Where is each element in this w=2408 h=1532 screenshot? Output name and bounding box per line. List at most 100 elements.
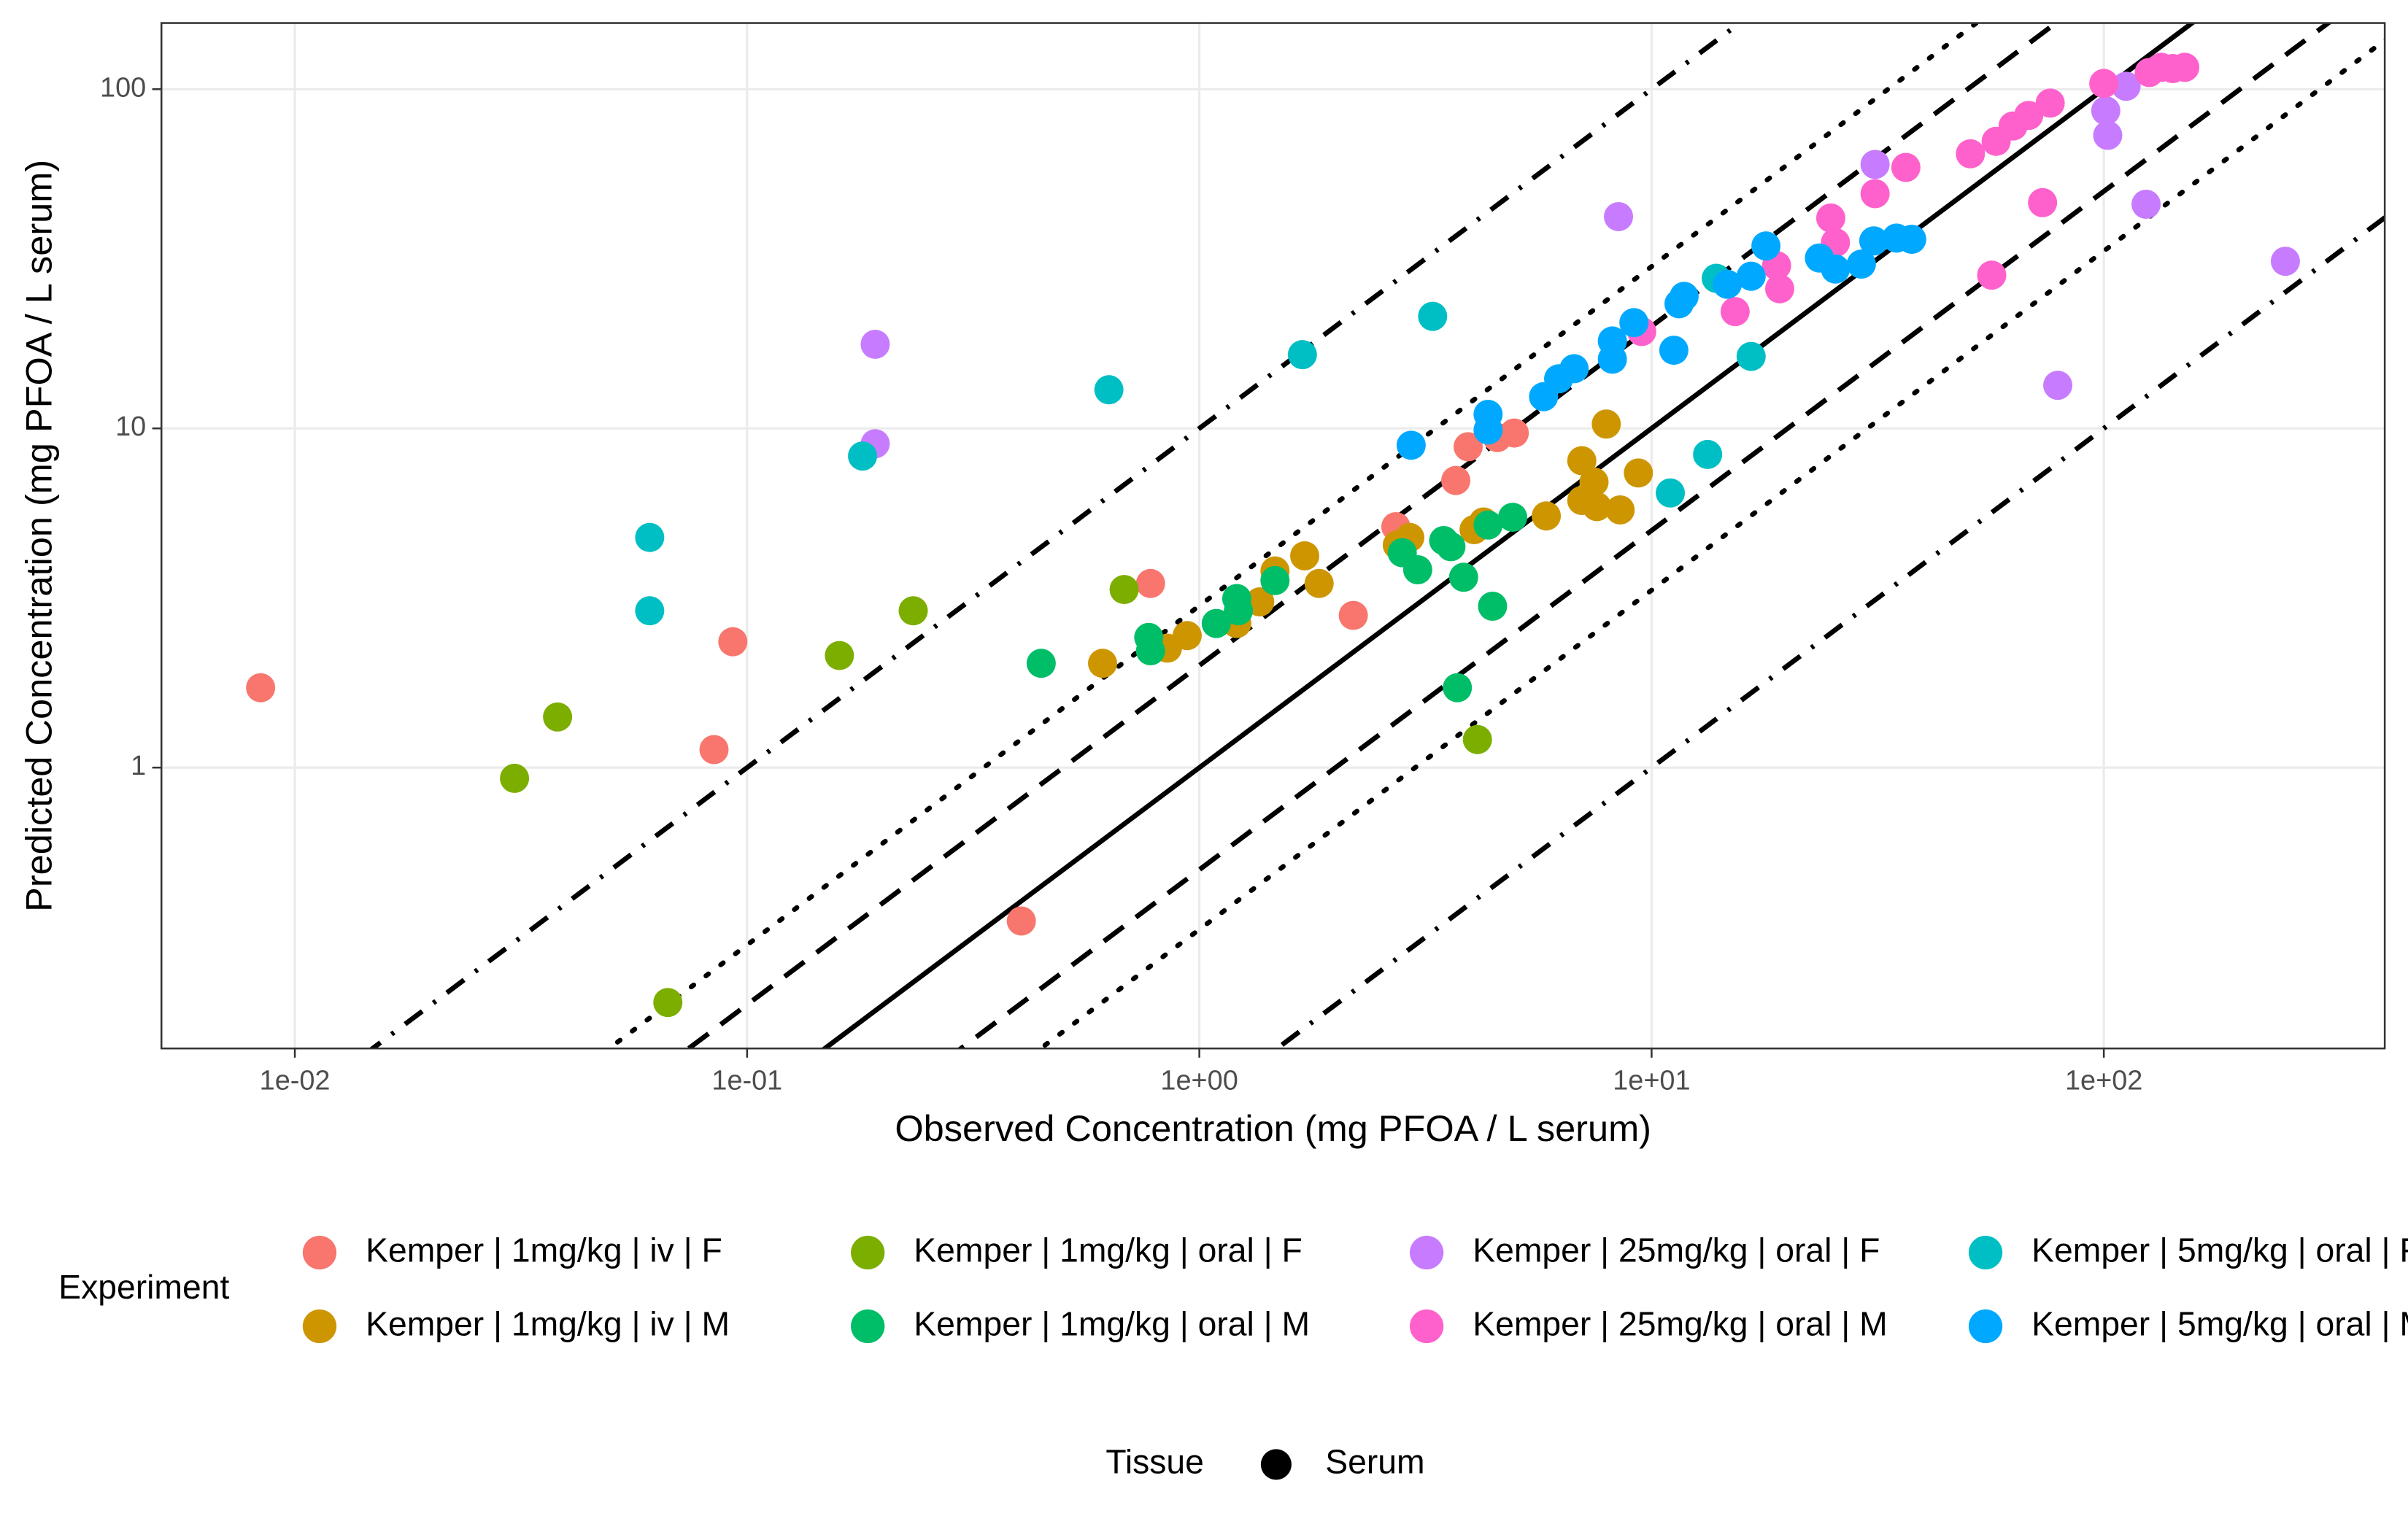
legend-key [851,1235,885,1270]
point [860,329,890,359]
point [1624,458,1653,488]
point [1659,336,1689,365]
legend-key [1409,1235,1444,1270]
point [1591,409,1621,439]
point [898,596,928,626]
point [848,441,878,471]
legend-label: Kemper | 1mg/kg | iv | F [366,1231,722,1269]
legend-key [1409,1309,1444,1344]
point [500,763,530,793]
legend-key [851,1309,885,1344]
point [1597,344,1627,374]
point [1821,254,1851,284]
point [1567,446,1597,476]
point [1498,503,1528,533]
legend-label: Kemper | 1mg/kg | oral | M [914,1304,1310,1342]
point [635,596,665,626]
point [2131,189,2161,219]
point [1604,201,1634,231]
x-tick-label: 1e+00 [1160,1065,1238,1096]
point [1006,906,1036,936]
point [1473,415,1503,445]
points [246,53,2300,1018]
point [1135,568,1165,598]
point [1338,600,1368,630]
point [1669,282,1699,312]
legend-key [302,1309,337,1344]
point [2091,96,2120,125]
point [699,735,729,765]
point [1260,565,1290,595]
point [246,673,276,703]
point [1088,649,1117,678]
legend-label: Kemper | 1mg/kg | oral | F [914,1231,1302,1269]
point [2089,69,2119,98]
axes: 1e-02 1e-01 1e+00 1e+01 1e+02 1 10 100 [100,72,2142,1096]
point [1396,430,1426,460]
point [1859,226,1888,256]
point [1418,301,1448,331]
point [1713,269,1743,299]
point [1135,636,1165,666]
point [1304,568,1334,598]
point [825,641,854,670]
point [1582,492,1612,522]
point [1436,532,1466,562]
point [1860,150,1890,179]
point [1559,354,1589,384]
legend-key [1968,1235,2003,1270]
point [543,702,573,732]
point [1290,541,1320,570]
legend-key [302,1235,337,1270]
point [2014,101,2044,131]
point [635,522,665,552]
x-tick-label: 1e+02 [2065,1065,2142,1096]
x-tick-label: 1e+01 [1613,1065,1690,1096]
point [653,988,683,1018]
y-axis-title: Predicted Concentration (mg PFOA / L ser… [18,160,59,912]
legend-title: Experiment [58,1268,229,1306]
point [1956,139,1986,169]
legend-label: Kemper | 25mg/kg | oral | F [1473,1231,1880,1269]
point [1764,274,1794,303]
legend-key [1968,1309,2003,1344]
point [1448,562,1478,592]
point [1977,260,2007,290]
point [1815,203,1845,233]
point [1441,465,1471,495]
point [1201,608,1231,638]
point [2093,120,2123,150]
point [1473,510,1503,540]
point [1891,152,1921,182]
point [1454,432,1483,462]
x-axis-title: Observed Concentration (mg PFOA / L seru… [895,1107,1651,1149]
point [1656,478,1686,508]
legend-label: Kemper | 1mg/kg | iv | M [366,1304,730,1342]
point [1619,308,1649,338]
legend-label: Kemper | 5mg/kg | oral | F [2031,1231,2408,1269]
point [1896,225,1926,254]
point [1026,649,1056,678]
x-tick-label: 1e-01 [711,1065,782,1096]
point [1287,340,1317,370]
point [2170,53,2200,82]
point [1500,418,1529,448]
point [2270,247,2300,276]
point [1402,555,1432,585]
legend: Kemper | 1mg/kg | iv | F Kemper | 1mg/kg … [302,1231,2408,1344]
point [1094,375,1124,405]
point [1443,673,1473,703]
point [1478,592,1508,622]
point [2028,187,2058,217]
grid [161,23,2385,1049]
point [1736,261,1766,291]
shape-legend-label: Serum [1325,1443,1424,1481]
point [1860,179,1890,209]
legend-label: Kemper | 5mg/kg | oral | M [2031,1304,2408,1342]
point [1736,341,1766,371]
x-tick-label: 1e-02 [260,1065,331,1096]
